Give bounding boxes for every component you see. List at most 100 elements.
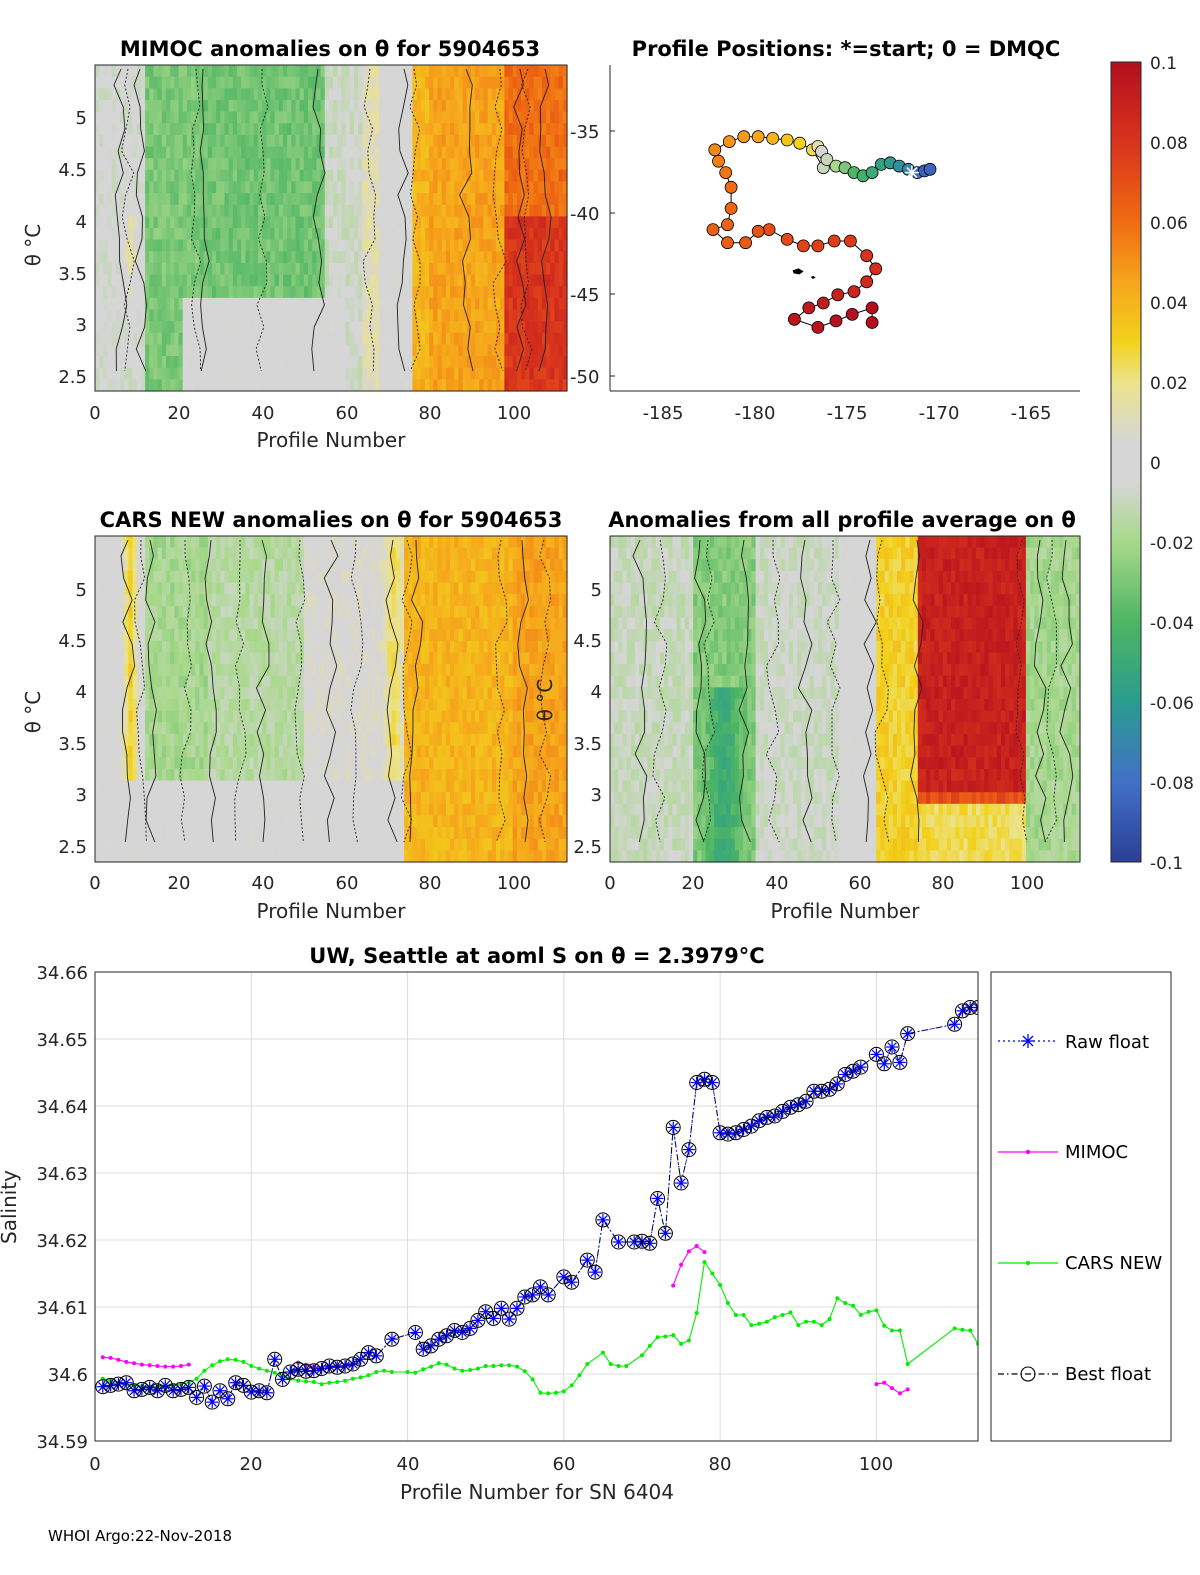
heatmap-cell [111,379,117,392]
heatmap-cell [500,158,505,171]
heatmap-cell [145,710,150,723]
heatmap-cell [220,803,226,817]
heatmap-cell [161,547,167,560]
heatmap-cell [249,356,255,369]
heatmap-cell [157,640,163,654]
heatmap-cell [345,640,351,654]
heatmap-cell [408,146,414,159]
heatmap-cell [274,722,280,735]
heatmap-cell [245,123,251,136]
heatmap-cell [195,297,201,311]
heatmap-cell [153,297,159,311]
heatmap-cell [504,193,510,206]
heatmap-cell [404,111,409,124]
heatmap-cell [207,675,213,688]
heatmap-cell [107,193,113,206]
heatmap-cell [136,605,142,619]
heatmap-cell [508,76,514,89]
heatmap-cell [136,722,142,735]
heatmap-cell [128,617,134,630]
heatmap-cell [211,88,217,101]
heatmap-cell [232,850,238,863]
heatmap-cell [140,827,146,840]
heatmap-cell [420,158,426,171]
heatmap-cell [399,344,405,357]
heatmap-cell [216,803,221,817]
heatmap-cell [508,379,514,392]
heatmap-cell [445,99,451,113]
heatmap-cell [516,286,522,299]
heatmap-cell [132,274,138,287]
heatmap-cell [128,675,134,688]
heatmap-cell [274,652,280,665]
heatmap-cell [491,251,497,264]
heatmap-cell [328,262,334,276]
heatmap-cell [303,617,309,630]
heatmap-cell [111,780,117,793]
heatmap-cell [562,274,568,287]
heatmap-cell [374,134,380,148]
heatmap-cell [345,251,351,264]
heatmap-cell [237,228,242,241]
heatmap-cell [412,356,418,369]
heatmap-cell [441,134,447,148]
heatmap-cell [170,216,175,229]
heatmap-cell [554,216,560,229]
heatmap-cell [308,792,313,805]
heatmap-cell [115,722,121,735]
heatmap-cell [266,204,272,217]
heatmap-cell [224,297,230,311]
heatmap-cell [136,582,142,595]
heatmap-cell [249,617,255,630]
heatmap-cell [554,99,560,113]
heatmap-cell [178,262,184,276]
heatmap-cell [99,687,104,700]
heatmap-cell [328,65,334,78]
heatmap-cell [199,216,205,229]
heatmap-cell [211,780,217,793]
heatmap-cell [136,629,142,642]
heatmap-cell [266,367,272,380]
heatmap-cell [274,379,280,392]
heatmap-cell [157,757,163,770]
heatmap-cell [445,204,451,217]
heatmap-cell [161,792,167,805]
heatmap-cell [220,768,226,782]
heatmap-cell [186,262,192,276]
heatmap-cell [111,321,117,334]
heatmap-cell [257,652,263,665]
heatmap-cell [145,379,150,392]
heatmap-cell [437,286,443,299]
heatmap-cell [295,559,301,572]
heatmap-cell [479,286,485,299]
heatmap-cell [99,547,104,560]
heatmap-cell [562,239,568,252]
heatmap-cell [120,286,125,299]
heatmap-cell [245,780,251,793]
heatmap-cell [337,838,343,851]
heatmap-cell [257,88,263,101]
heatmap-cell [170,204,175,217]
heatmap-cell [341,262,347,276]
heatmap-cell [207,111,213,124]
heatmap-cell [262,827,267,840]
heatmap-cell [253,699,259,712]
heatmap-cell [220,356,226,369]
heatmap-cell [128,379,134,392]
heatmap-cell [491,228,497,241]
heatmap-cell [207,710,213,723]
heatmap-cell [316,158,322,171]
heatmap-cell [120,675,125,688]
heatmap-cell [554,309,560,322]
heatmap-cell [249,547,255,560]
heatmap-cell [157,204,163,217]
heatmap-cell [320,699,326,712]
heatmap-cell [479,146,485,159]
heatmap-cell [287,722,292,735]
heatmap-cell [128,367,134,380]
heatmap-cell [337,262,343,276]
heatmap-cell [207,617,213,630]
profile-position-point [865,166,879,180]
heatmap-cell [278,605,284,619]
heatmap-cell [441,146,447,159]
